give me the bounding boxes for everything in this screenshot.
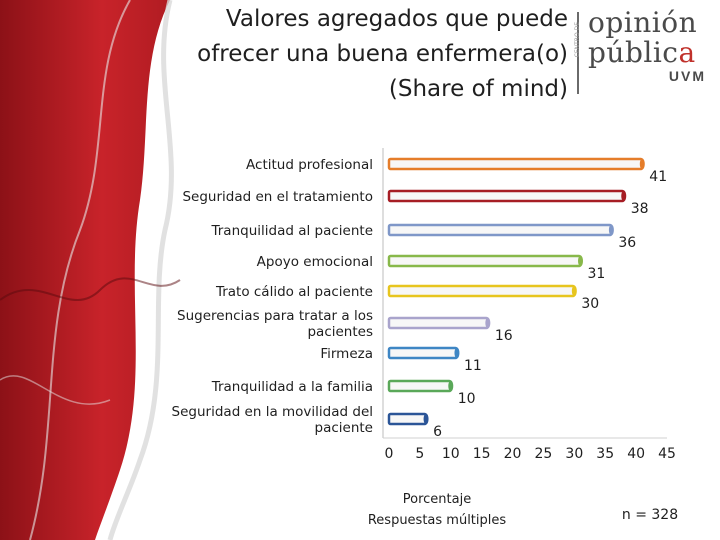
logo-divider: [577, 12, 579, 94]
bar-3: [387, 254, 582, 268]
x-axis-label: Porcentaje Respuestas múltiples: [337, 489, 537, 531]
data-label-3: 31: [588, 266, 606, 282]
bar-1: [387, 189, 626, 203]
logo-word-2-accent: a: [678, 36, 696, 69]
bar-6: [387, 346, 459, 360]
category-label-7: Tranquilidad a la familia: [211, 379, 373, 395]
x-tick-label-2: 10: [442, 446, 460, 462]
data-label-8: 6: [433, 424, 442, 440]
bar-cap-2: [608, 224, 614, 236]
category-label-6: Firmeza: [320, 346, 373, 362]
title-line-1: Valores agregados que puede: [225, 6, 568, 32]
bar-cap-4: [571, 285, 577, 297]
bar-cap-8: [423, 413, 429, 425]
category-label-4: Trato cálido al paciente: [215, 284, 373, 300]
bar-cap-0: [639, 158, 645, 170]
bar-4: [387, 284, 576, 298]
title-line-2: ofrecer una buena enfermera(o): [197, 41, 568, 67]
data-label-2: 36: [618, 235, 636, 251]
data-label-7: 10: [458, 391, 476, 407]
bar-cap-5: [485, 317, 491, 329]
x-axis-label-line-2: Respuestas múltiples: [367, 513, 507, 528]
logo-word-1: opinión: [588, 6, 698, 39]
data-label-0: 41: [649, 169, 667, 185]
x-tick-label-5: 25: [535, 446, 553, 462]
x-tick-label-9: 45: [658, 446, 676, 462]
category-label-3: Apoyo emocional: [257, 254, 373, 270]
bar-cap-3: [578, 255, 584, 267]
category-label-2: Tranquilidad al paciente: [210, 223, 373, 239]
data-label-1: 38: [631, 201, 649, 217]
x-axis-label-line-1: Porcentaje: [402, 492, 472, 507]
bar-0: [387, 157, 644, 171]
bar-2: [387, 223, 613, 237]
x-tick-label-1: 5: [415, 446, 424, 462]
logo-word-3: UVM: [668, 68, 706, 84]
category-label-8: Seguridad en la movilidad del paciente: [172, 404, 373, 436]
decorative-band: [0, 0, 181, 540]
bar-cap-6: [454, 347, 460, 359]
x-tick-label-4: 20: [504, 446, 522, 462]
x-tick-label-7: 35: [596, 446, 614, 462]
data-label-6: 11: [464, 358, 482, 374]
data-label-4: 30: [581, 296, 599, 312]
x-tick-label-8: 40: [627, 446, 645, 462]
bar-cap-1: [621, 190, 627, 202]
category-label-5: Sugerencias para tratar a los pacientes: [177, 308, 373, 340]
sample-size-note: n = 328: [621, 507, 679, 523]
logo-word-2: pública: [588, 38, 712, 68]
logo-word-2-main: públic: [588, 36, 679, 69]
bar-7: [387, 379, 453, 393]
data-label-5: 16: [495, 328, 513, 344]
bar-5: [387, 316, 490, 330]
chart-title: Valores agregados que puede ofrecer una …: [150, 2, 568, 107]
bar-8: [387, 412, 428, 426]
x-tick-label-3: 15: [473, 446, 491, 462]
x-tick-label-6: 30: [565, 446, 583, 462]
x-tick-label-0: 0: [385, 446, 394, 462]
category-label-0: Actitud profesional: [246, 157, 373, 173]
title-line-3: (Share of mind): [388, 76, 568, 102]
opinion-publica-logo: opinión pública UVM: [588, 8, 712, 94]
bar-cap-7: [448, 380, 454, 392]
category-label-1: Seguridad en el tratamiento: [182, 189, 373, 205]
